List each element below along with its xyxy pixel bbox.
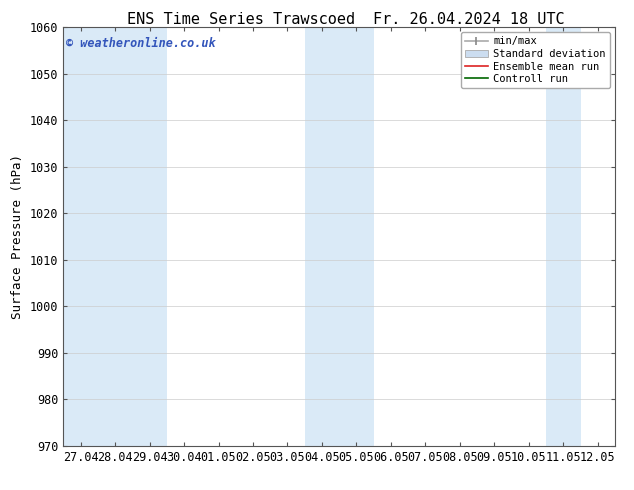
Bar	[339, 27, 373, 446]
Bar	[63, 27, 98, 446]
Text: ENS Time Series Trawscoed: ENS Time Series Trawscoed	[127, 12, 355, 27]
Bar	[305, 27, 339, 446]
Bar	[546, 27, 581, 446]
Y-axis label: Surface Pressure (hPa): Surface Pressure (hPa)	[11, 154, 25, 319]
Bar	[133, 27, 167, 446]
Text: Fr. 26.04.2024 18 UTC: Fr. 26.04.2024 18 UTC	[373, 12, 565, 27]
Bar	[98, 27, 133, 446]
Legend: min/max, Standard deviation, Ensemble mean run, Controll run: min/max, Standard deviation, Ensemble me…	[461, 32, 610, 88]
Text: © weatheronline.co.uk: © weatheronline.co.uk	[66, 37, 216, 50]
